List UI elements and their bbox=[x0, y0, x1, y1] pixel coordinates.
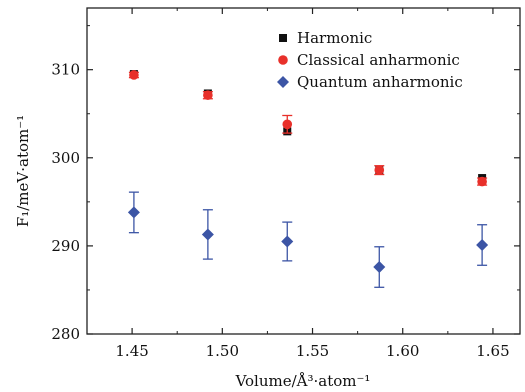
legend-marker bbox=[279, 34, 287, 42]
legend-label: Quantum anharmonic bbox=[297, 73, 463, 91]
x-tick-label: 1.65 bbox=[476, 342, 509, 360]
x-axis-title: Volume/Å³·atom⁻¹ bbox=[235, 372, 371, 390]
legend-label: Harmonic bbox=[297, 29, 372, 47]
legend: Harmonic Classical anharmonic Quantum anha… bbox=[277, 29, 463, 91]
data-point bbox=[476, 239, 489, 252]
data-point bbox=[203, 90, 213, 101]
x-tick-label: 1.60 bbox=[386, 342, 419, 360]
data-point bbox=[373, 261, 386, 274]
data-point bbox=[282, 119, 293, 130]
y-tick-label: 280 bbox=[51, 325, 80, 343]
data-point bbox=[374, 165, 385, 175]
legend-marker bbox=[278, 55, 288, 65]
legend-marker bbox=[277, 76, 289, 88]
data-point bbox=[281, 235, 294, 248]
x-tick-label: 1.50 bbox=[206, 342, 239, 360]
data-point bbox=[129, 70, 139, 80]
y-tick-label: 310 bbox=[51, 61, 80, 79]
legend-label: Classical anharmonic bbox=[297, 51, 460, 69]
x-tick-label: 1.55 bbox=[296, 342, 329, 360]
y-tick-label: 290 bbox=[51, 237, 80, 255]
data-point bbox=[127, 206, 140, 219]
data-marks bbox=[127, 70, 489, 288]
y-axis-title: F₁/meV·atom⁻¹ bbox=[14, 115, 32, 227]
series-2 bbox=[127, 191, 489, 288]
series-1 bbox=[128, 70, 488, 187]
x-tick-label: 1.45 bbox=[115, 342, 148, 360]
y-tick-label: 300 bbox=[51, 149, 80, 167]
data-point bbox=[477, 176, 487, 187]
axis-ticks: 1.45 1.50 1.55 1.60 1.65 280 290 300 310 bbox=[51, 8, 520, 360]
data-point bbox=[201, 228, 214, 241]
plot-frame bbox=[86, 7, 521, 335]
